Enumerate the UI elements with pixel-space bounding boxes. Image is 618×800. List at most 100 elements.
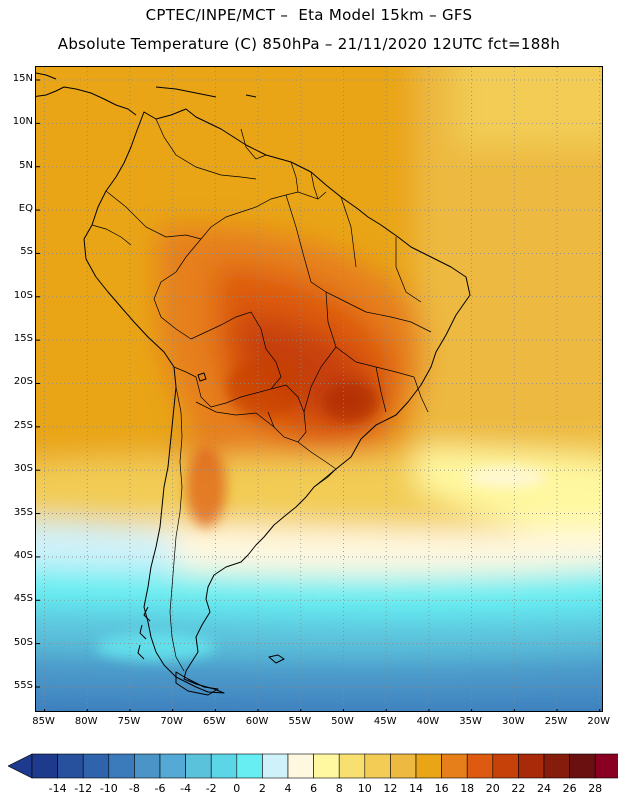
colorbar-label: 2 — [258, 782, 266, 795]
brazil-states — [285, 194, 432, 413]
colorbar-box — [210, 753, 238, 779]
colorbar-label: -8 — [128, 782, 140, 795]
lon-label: 80W — [74, 716, 98, 727]
temperature-details — [96, 357, 546, 661]
lon-label: 25W — [544, 716, 568, 727]
colorbar-label: 12 — [383, 782, 398, 795]
colorbar-box — [390, 753, 417, 779]
colorbar-label: 6 — [310, 782, 318, 795]
colorbar-box — [108, 753, 135, 779]
lat-label: 30S — [13, 463, 33, 475]
lat-label: 10N — [12, 116, 33, 128]
central-america — [36, 86, 137, 116]
border-uruguay — [305, 468, 337, 498]
colorbar-label: -2 — [205, 782, 217, 795]
lat-label: 35S — [13, 506, 33, 518]
lat-label: 15N — [12, 73, 33, 84]
map-subtitle: Absolute Temperature (C) 850hPa – 21/11/… — [57, 35, 561, 53]
border-paraguay — [267, 384, 307, 443]
south-america-coastline — [83, 108, 471, 694]
border-peru-brazil — [153, 238, 202, 340]
colorbar-label: -6 — [154, 782, 166, 795]
lon-label: 20W — [587, 716, 611, 727]
temperature-map[interactable] — [35, 66, 603, 712]
tierra-del-fuego — [175, 671, 219, 696]
cuba — [36, 72, 57, 80]
lat-label: 50S — [13, 636, 33, 648]
lon-label: 75W — [117, 716, 141, 727]
colorbar-label: 22 — [511, 782, 526, 795]
falklands — [268, 654, 285, 664]
axis-ticks — [36, 79, 601, 711]
lon-label: 30W — [502, 716, 525, 727]
colorbar-box — [338, 753, 366, 779]
lon-label: 35W — [459, 716, 482, 727]
colorbar-box — [57, 753, 84, 779]
colorbar-label: 26 — [562, 782, 577, 795]
lat-label: 20S — [13, 376, 33, 388]
lat-label: 5N — [19, 159, 33, 171]
colorbar-box — [236, 753, 263, 779]
border-bolivia — [190, 311, 282, 408]
border-argentina-brazil — [297, 441, 337, 470]
colorbar-box — [159, 753, 186, 779]
colorbar-box — [594, 753, 618, 779]
lat-label: 55S — [13, 679, 33, 691]
colorbar-box — [492, 753, 519, 779]
colorbar-box — [415, 753, 442, 779]
border-colombia-venezuela — [155, 118, 257, 180]
lon-label: 70W — [160, 716, 183, 727]
border-venezuela-guyana — [240, 128, 267, 160]
colorbar-box — [466, 753, 494, 779]
caribbean-coast — [155, 86, 257, 98]
border-guyana-suriname — [290, 161, 299, 193]
chilean-islands — [137, 606, 151, 660]
colorbar-box — [364, 753, 391, 779]
colorbar-under-arrow — [8, 753, 33, 779]
border-brazil-north — [200, 191, 327, 240]
colorbar-label: -4 — [180, 782, 192, 795]
lat-label: EQ — [18, 203, 33, 215]
border-argentina-bolivia — [195, 401, 275, 428]
border-chile-argentina — [169, 386, 185, 672]
colorbar-box — [134, 753, 161, 779]
lon-label: 55W — [288, 716, 312, 727]
colorbar-box — [518, 753, 545, 779]
colorbar-label: 14 — [409, 782, 423, 795]
colorbar-label: 20 — [485, 782, 500, 795]
lat-label: 25S — [13, 419, 33, 431]
colorbar-label: 18 — [460, 782, 475, 795]
colorbar-box — [287, 753, 314, 779]
colorbar-box — [313, 753, 340, 779]
colorbar-label: 8 — [335, 782, 343, 795]
lat-label: 15S — [13, 333, 33, 345]
colorbar-label: 24 — [537, 782, 551, 795]
colorbar-box — [185, 753, 212, 779]
colorbar-label: -12 — [74, 782, 93, 795]
colorbar-box — [31, 753, 58, 779]
lon-label: 45W — [373, 716, 397, 727]
graticule — [36, 67, 602, 711]
colorbar-box — [262, 753, 289, 779]
colorbar-box — [82, 753, 110, 779]
colorbar-label: -14 — [48, 782, 67, 795]
colorbar-label: 0 — [233, 782, 241, 795]
colorbar-box — [569, 753, 596, 779]
colorbar-label: -10 — [99, 782, 118, 795]
lat-label: 5S — [20, 246, 33, 258]
colorbar-label: 28 — [588, 782, 603, 795]
temperature-field — [36, 67, 602, 711]
lat-label: 10S — [13, 289, 33, 301]
colorbar — [8, 753, 618, 779]
country-borders — [91, 118, 432, 672]
lat-label: 40S — [13, 549, 33, 561]
coastlines — [36, 72, 471, 696]
lat-label: 45S — [13, 593, 33, 605]
colorbar-label: 4 — [284, 782, 292, 795]
map-title: CPTEC/INPE/MCT – Eta Model 15km – GFS — [145, 6, 473, 24]
colorbar-box — [543, 753, 570, 779]
lake-titicaca — [197, 372, 207, 382]
border-ecuador — [91, 224, 132, 246]
border-chile-peru — [173, 366, 197, 378]
lon-label: 65W — [203, 716, 226, 727]
